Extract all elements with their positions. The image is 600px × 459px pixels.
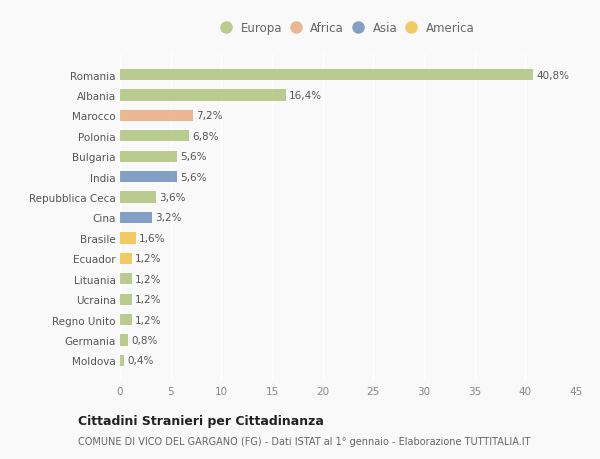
Bar: [120, 111, 193, 122]
Text: 16,4%: 16,4%: [289, 91, 322, 101]
Text: 0,4%: 0,4%: [127, 356, 154, 365]
Bar: [120, 213, 152, 224]
Bar: [120, 70, 533, 81]
Bar: [120, 294, 132, 305]
Bar: [120, 233, 136, 244]
Bar: [120, 90, 286, 101]
Text: 5,6%: 5,6%: [180, 172, 206, 182]
Bar: [120, 131, 189, 142]
Text: 0,8%: 0,8%: [131, 335, 158, 345]
Bar: [120, 253, 132, 264]
Bar: [120, 355, 124, 366]
Bar: [120, 274, 132, 285]
Text: 6,8%: 6,8%: [192, 132, 218, 141]
Bar: [120, 314, 132, 325]
Text: 3,6%: 3,6%: [160, 193, 186, 203]
Text: 3,2%: 3,2%: [155, 213, 182, 223]
Text: 5,6%: 5,6%: [180, 152, 206, 162]
Text: 1,6%: 1,6%: [139, 233, 166, 243]
Text: 1,2%: 1,2%: [135, 274, 162, 284]
Text: 7,2%: 7,2%: [196, 111, 223, 121]
Text: 40,8%: 40,8%: [536, 71, 569, 80]
Text: COMUNE DI VICO DEL GARGANO (FG) - Dati ISTAT al 1° gennaio - Elaborazione TUTTIT: COMUNE DI VICO DEL GARGANO (FG) - Dati I…: [78, 437, 530, 446]
Bar: [120, 172, 177, 183]
Bar: [120, 192, 157, 203]
Text: Cittadini Stranieri per Cittadinanza: Cittadini Stranieri per Cittadinanza: [78, 414, 324, 428]
Text: 1,2%: 1,2%: [135, 254, 162, 264]
Bar: [120, 335, 128, 346]
Text: 1,2%: 1,2%: [135, 295, 162, 304]
Legend: Europa, Africa, Asia, America: Europa, Africa, Asia, America: [218, 19, 478, 39]
Text: 1,2%: 1,2%: [135, 315, 162, 325]
Bar: [120, 151, 177, 162]
